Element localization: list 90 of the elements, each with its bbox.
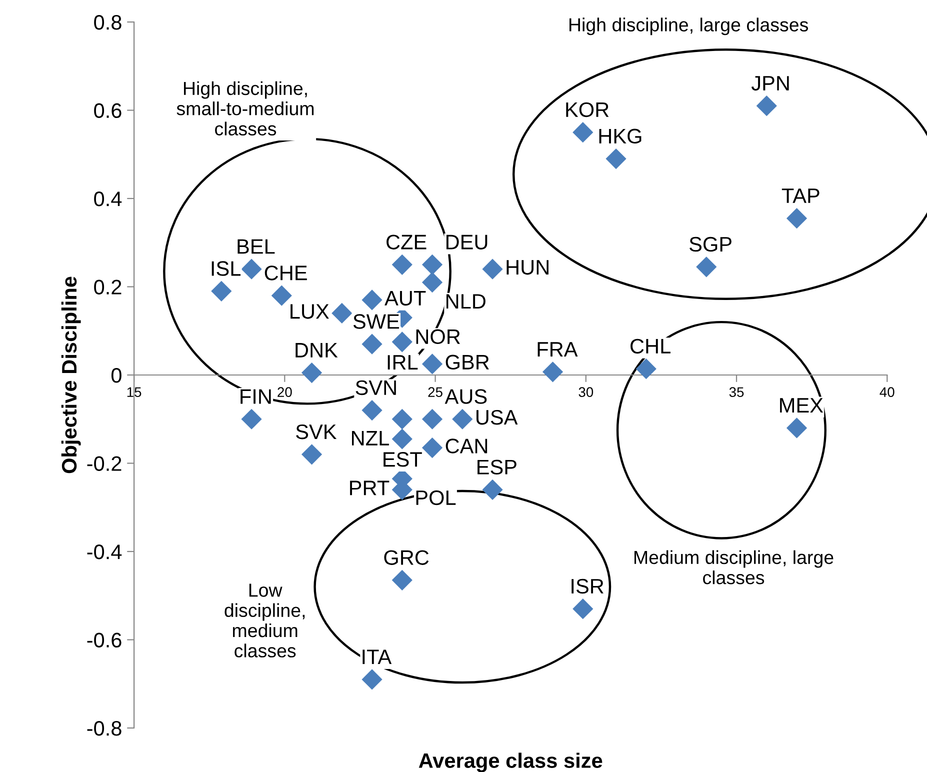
data-label: CZE — [386, 234, 426, 250]
point — [542, 362, 564, 382]
data-label: POL — [416, 490, 456, 506]
data-label: MEX — [780, 398, 824, 413]
x-tick-label: 30 — [578, 387, 594, 398]
data-label: DEU — [446, 234, 488, 250]
data-label: AUS — [444, 389, 487, 404]
data-label: ITA — [362, 650, 392, 664]
point — [452, 408, 473, 430]
data-label: USA — [476, 410, 518, 425]
point — [392, 332, 412, 352]
point — [636, 358, 656, 380]
data-label: CHL — [630, 338, 670, 354]
data-label: BEL — [238, 239, 275, 254]
data-label: LUX — [290, 304, 329, 319]
x-tick-label: 35 — [729, 387, 744, 398]
point — [241, 258, 262, 280]
data-label: EST — [384, 452, 422, 467]
x-tick-label: 20 — [278, 387, 292, 398]
point — [786, 418, 808, 438]
data-label: SVN — [356, 380, 396, 396]
data-label: DNK — [296, 343, 338, 358]
data-label: GBR — [446, 354, 489, 370]
point — [392, 254, 412, 275]
y-tick-label: 0.8 — [94, 15, 122, 30]
x-axis-title: Average class size — [418, 752, 602, 772]
point — [786, 208, 808, 229]
annotation: High discipline, large classes — [569, 18, 808, 36]
point — [482, 258, 503, 280]
point — [606, 148, 626, 170]
y-tick-label: -0.4 — [87, 544, 122, 560]
point — [332, 302, 352, 324]
point — [422, 408, 443, 430]
y-tick-label: -0.8 — [87, 720, 122, 736]
data-label: IRL — [388, 355, 418, 370]
data-label: NOR — [416, 329, 460, 344]
point — [756, 96, 777, 116]
annotation: Medium discipline, large classes — [634, 550, 834, 584]
x-tick-label: 25 — [428, 387, 442, 398]
point — [392, 408, 412, 430]
data-label: HUN — [506, 260, 548, 275]
data-label: PRT — [350, 480, 390, 496]
data-label: SGP — [690, 236, 732, 252]
data-label: NLD — [446, 294, 486, 309]
y-tick-label: -0.6 — [87, 632, 122, 648]
point — [392, 428, 412, 450]
data-label: GRC — [384, 550, 429, 565]
data-label: FRA — [538, 342, 578, 356]
data-label: ISL — [212, 261, 241, 276]
data-label: AUT — [384, 291, 426, 306]
annotation: Low discipline, medium classes — [224, 584, 305, 658]
y-tick-label: 0 — [111, 368, 122, 383]
point — [362, 400, 382, 421]
data-label: ISR — [572, 578, 604, 594]
y-tick-label: 0.2 — [94, 280, 122, 295]
data-label: ESP — [478, 460, 516, 474]
point — [422, 272, 443, 293]
point — [422, 354, 443, 374]
point — [241, 408, 262, 430]
point — [362, 669, 382, 690]
data-label: HKG — [599, 128, 642, 144]
x-tick-label: 15 — [127, 387, 142, 398]
point — [301, 362, 322, 384]
data-label: KOR — [566, 102, 609, 118]
point — [362, 334, 382, 354]
data-label: TAP — [782, 188, 820, 203]
y-tick-label: -0.2 — [87, 456, 122, 471]
point — [696, 256, 717, 278]
y-tick-label: 0.6 — [94, 103, 122, 118]
point — [392, 570, 412, 590]
y-axis-title: Objective Discipline — [61, 276, 81, 474]
annotation: High discipline, small-to-medium classes — [176, 81, 314, 136]
point — [271, 285, 292, 306]
data-label: FIN — [240, 389, 271, 404]
point — [301, 444, 322, 465]
data-label: CAN — [446, 438, 488, 454]
data-label: SVK — [296, 424, 337, 440]
data-label: JPN — [751, 76, 789, 91]
data-label: NZL — [352, 431, 389, 446]
point — [422, 254, 443, 275]
x-tick-label: 40 — [880, 387, 894, 398]
point — [362, 290, 382, 310]
point — [482, 479, 503, 500]
data-label: CHE — [264, 266, 307, 280]
point — [572, 598, 594, 620]
data-label: SWE — [353, 314, 400, 329]
y-tick-label: 0.4 — [94, 192, 122, 206]
point — [572, 122, 594, 143]
point — [211, 280, 232, 302]
point — [422, 438, 443, 458]
